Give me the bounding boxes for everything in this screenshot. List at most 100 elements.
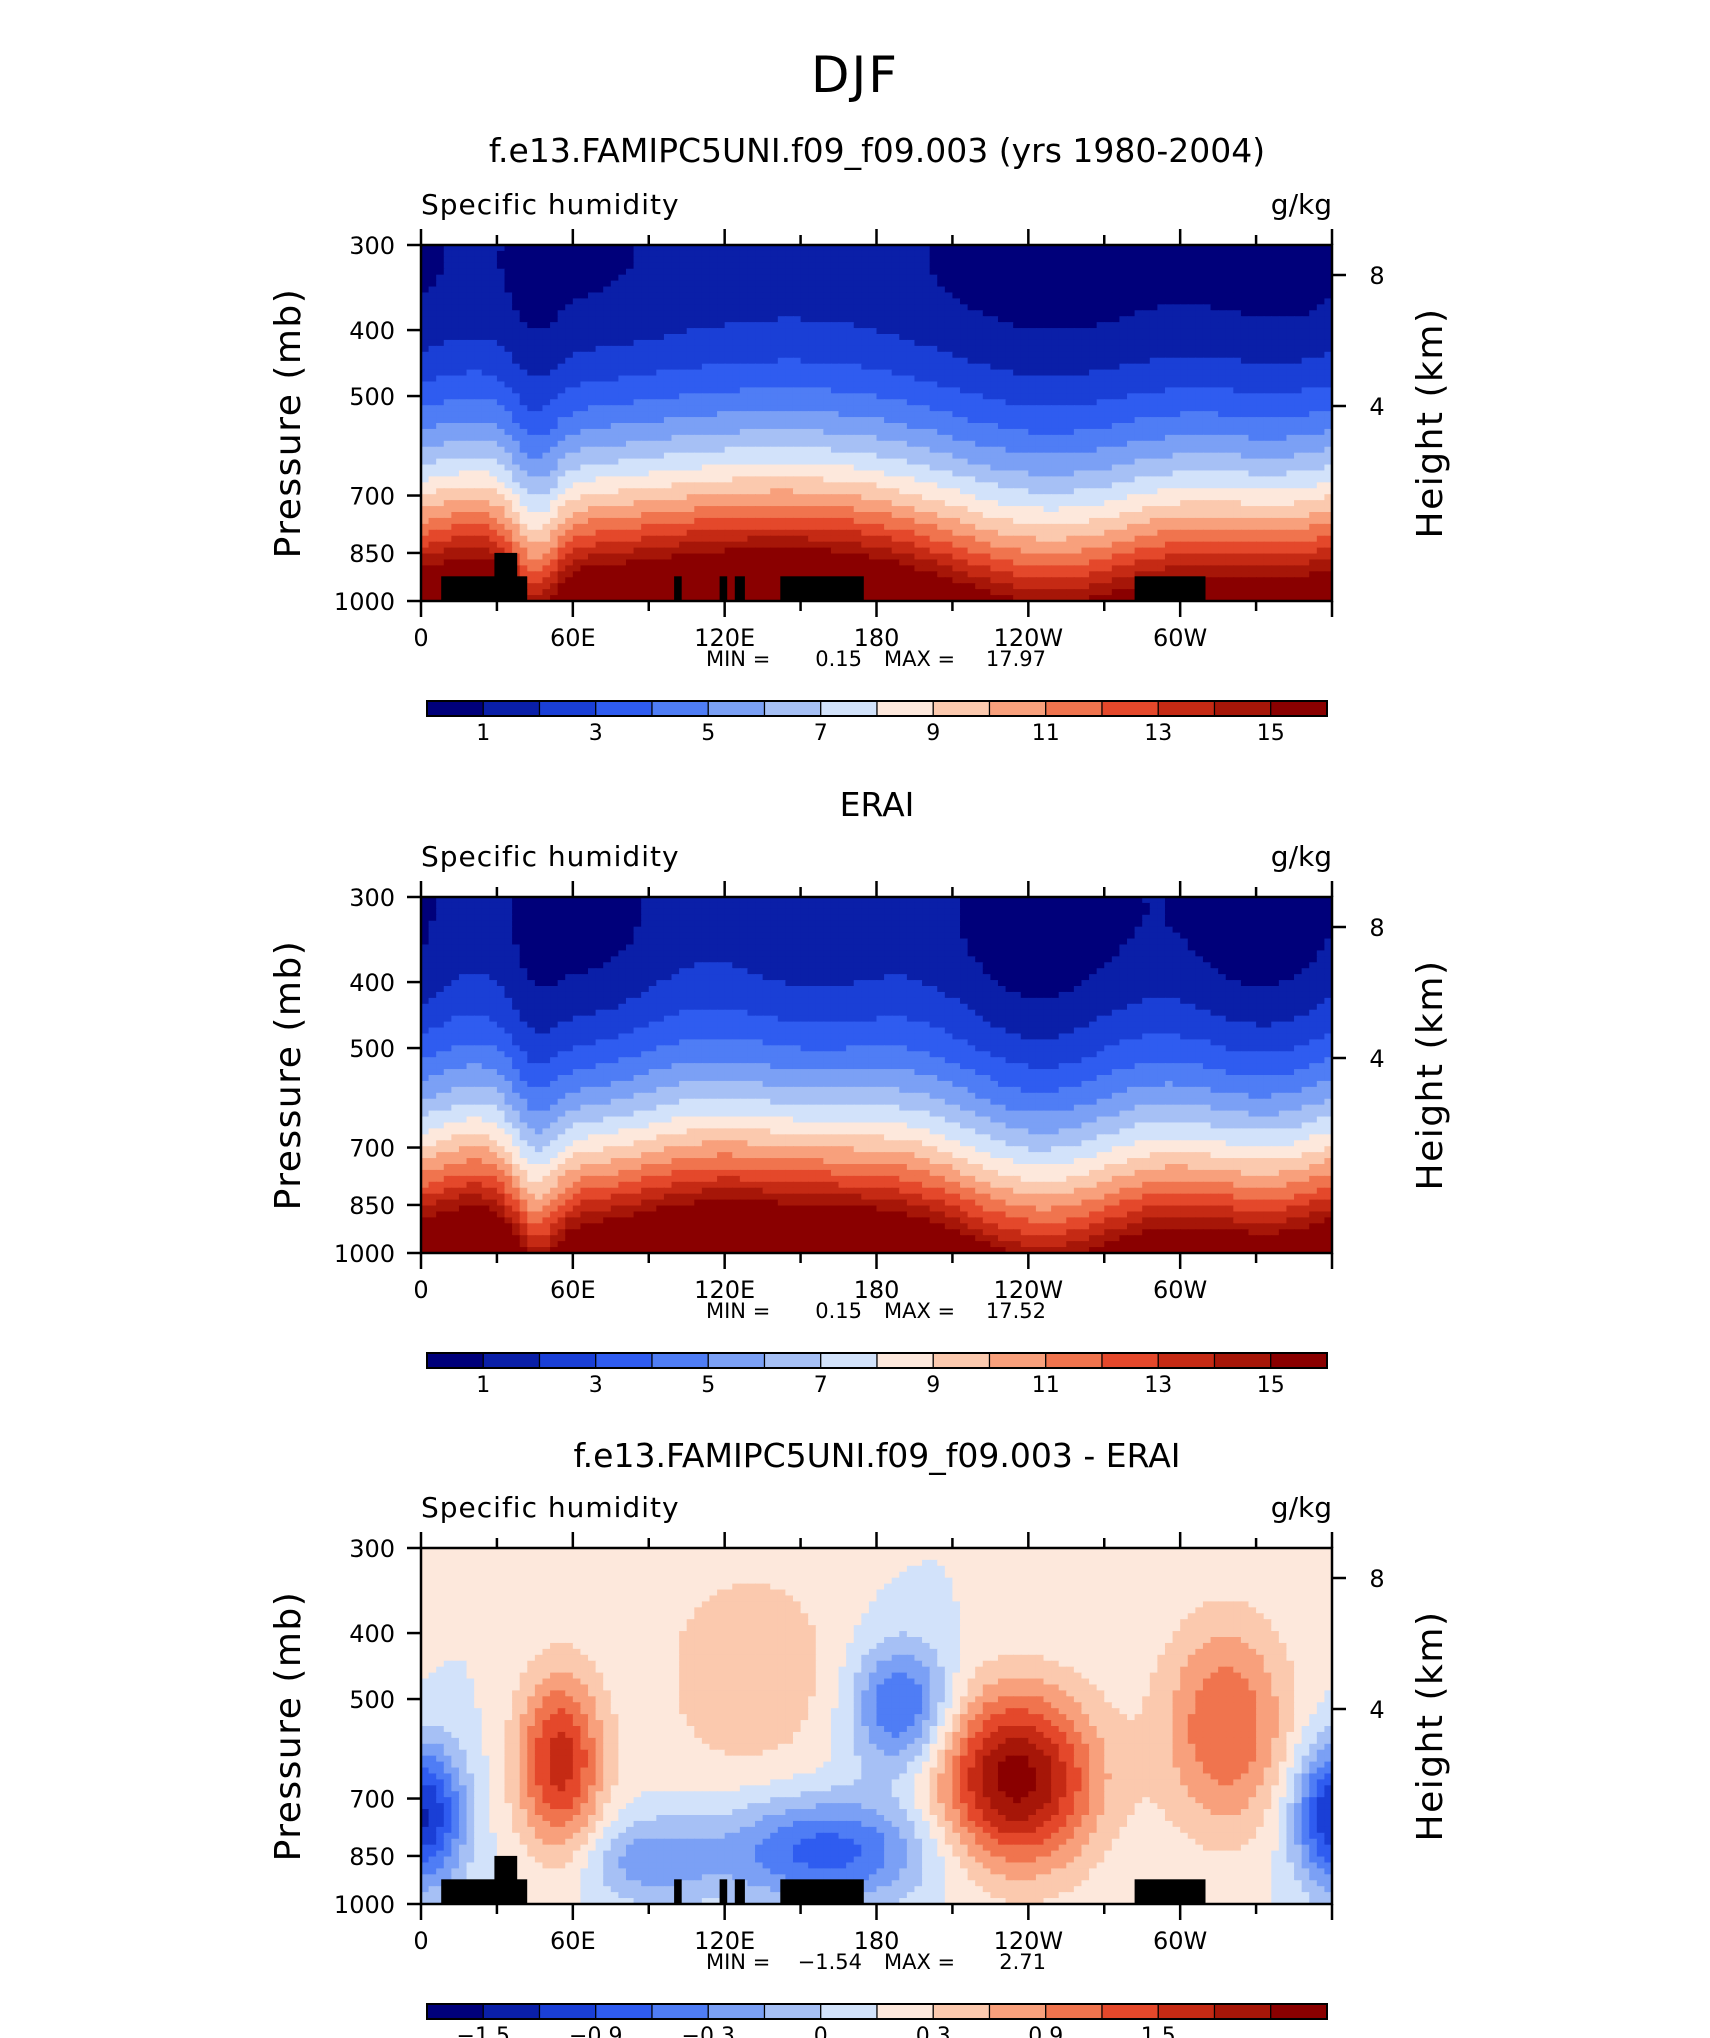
contour-cell [572, 322, 582, 329]
contour-cell [1104, 428, 1113, 436]
contour-cell [762, 464, 772, 472]
contour-cell [1028, 446, 1037, 454]
contour-cell [572, 310, 582, 317]
contour-cell [1164, 351, 1174, 359]
contour-cell [496, 405, 506, 412]
contour-cell [428, 322, 437, 329]
contour-cell [884, 298, 893, 306]
contour-cell [1142, 304, 1151, 312]
contour-cell [458, 381, 468, 389]
contour-cell [542, 357, 551, 365]
contour-cell [1066, 310, 1075, 317]
contour-cell [1127, 322, 1136, 329]
contour-cell [686, 440, 696, 448]
contour-cell [929, 399, 939, 406]
contour-cell [800, 322, 809, 329]
contour-cell [937, 328, 946, 335]
contour-cell [1187, 375, 1197, 383]
contour-cell [519, 393, 529, 401]
contour-cell [914, 399, 923, 406]
contour-cell [519, 280, 529, 288]
contour-cell [1066, 381, 1075, 389]
contour-cell [1134, 339, 1144, 347]
contour-cell [1286, 428, 1295, 436]
contour-cell [1157, 328, 1166, 335]
contour-cell [1157, 363, 1166, 371]
contour-cell [534, 322, 544, 329]
contour-cell [1035, 310, 1045, 317]
contour-cell [694, 440, 703, 448]
contour-cell [785, 274, 794, 282]
contour-cell [421, 280, 430, 288]
contour-cell [1005, 310, 1014, 317]
contour-cell [1278, 363, 1288, 371]
contour-cell [1218, 256, 1227, 264]
contour-cell [747, 328, 756, 335]
contour-cell [1104, 458, 1113, 466]
contour-cell [1142, 292, 1151, 300]
contour-cell [1218, 351, 1227, 359]
contour-cell [679, 262, 688, 270]
contour-cell [534, 298, 544, 306]
contour-cell [1256, 393, 1265, 401]
contour-cell [960, 339, 969, 347]
contour-cell [1119, 351, 1128, 359]
contour-cell [1240, 417, 1250, 424]
contour-cell [830, 339, 840, 347]
contour-cell [436, 316, 445, 323]
contour-cell [1225, 322, 1235, 329]
contour-cell [595, 387, 604, 395]
contour-cell [701, 292, 711, 300]
contour-cell [952, 339, 961, 347]
contour-cell [1172, 434, 1181, 442]
contour-cell [914, 393, 923, 401]
contour-cell [1035, 262, 1045, 270]
contour-cell [1081, 310, 1090, 317]
contour-cell [944, 250, 954, 258]
contour-cell [1324, 268, 1332, 276]
contour-cell [1294, 405, 1303, 412]
contour-cell [1157, 446, 1166, 454]
contour-cell [580, 304, 589, 312]
contour-cell [1149, 476, 1159, 484]
contour-cell [823, 452, 832, 460]
contour-cell [1210, 405, 1219, 412]
contour-cell [481, 440, 491, 448]
contour-cell [1164, 387, 1174, 395]
contour-cell [739, 440, 749, 448]
contour-cell [1020, 446, 1030, 454]
contour-cell [990, 488, 999, 495]
contour-cell [671, 446, 680, 454]
contour-cell [1316, 464, 1326, 472]
contour-cell [595, 262, 604, 270]
contour-cell [481, 446, 491, 454]
contour-cell [580, 369, 589, 377]
contour-cell [1081, 452, 1090, 460]
contour-cell [1324, 375, 1332, 383]
contour-cell [1233, 292, 1242, 300]
contour-cell [755, 369, 764, 377]
contour-cell [1324, 286, 1332, 294]
contour-cell [436, 405, 445, 412]
contour-cell [709, 304, 718, 312]
contour-cell [1218, 298, 1227, 306]
contour-cell [1294, 310, 1303, 317]
contour-cell [1195, 334, 1204, 341]
contour-cell [944, 334, 954, 341]
contour-cell [952, 369, 961, 377]
contour-cell [876, 292, 885, 300]
contour-cell [1081, 245, 1090, 252]
contour-cell [701, 470, 711, 478]
contour-cell [876, 428, 885, 436]
contour-cell [565, 381, 574, 389]
contour-cell [808, 334, 817, 341]
contour-cell [1180, 452, 1189, 460]
contour-cell [496, 316, 506, 323]
contour-cell [701, 310, 711, 317]
contour-cell [1309, 250, 1318, 258]
contour-cell [496, 464, 506, 472]
contour-cell [1324, 256, 1332, 264]
contour-cell [1157, 256, 1166, 264]
contour-cell [1073, 434, 1083, 442]
contour-cell [1301, 387, 1311, 395]
